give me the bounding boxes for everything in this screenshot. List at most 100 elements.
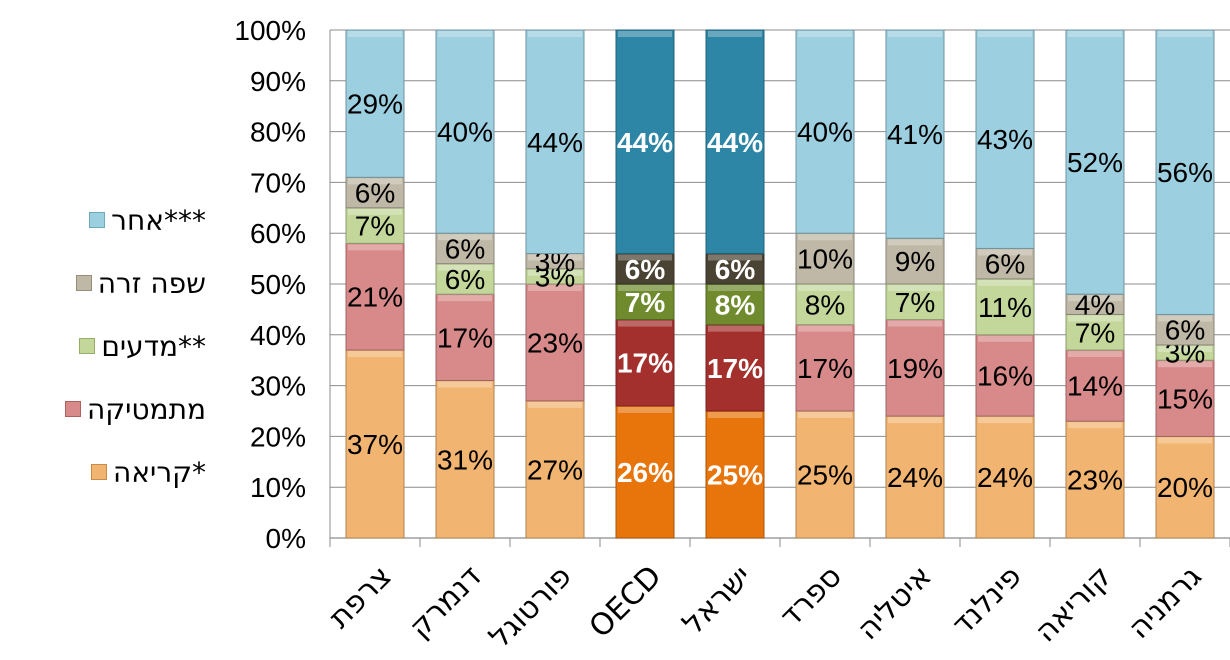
bar-segment [975, 334, 1035, 417]
bar-segment-bevel [348, 351, 402, 358]
bar-segment [705, 324, 765, 412]
bar-segment [345, 29, 405, 178]
data-label: 41% [887, 119, 943, 150]
bar-segment-bevel [348, 178, 402, 185]
bar-segment-bevel [978, 335, 1032, 342]
bar-segment [795, 410, 855, 539]
data-label: 23% [1067, 465, 1123, 496]
bar-segment-bevel [978, 417, 1032, 424]
bar-segment-bevel [618, 320, 672, 327]
data-label: 6% [445, 233, 485, 264]
bar-segment-bevel [1068, 351, 1122, 358]
data-label: 6% [715, 254, 756, 285]
bar-segment [615, 319, 675, 407]
bar-segment-bevel [348, 208, 402, 215]
bar-segment-bevel [528, 269, 582, 276]
bar-segment-bevel [1158, 315, 1212, 322]
y-tick-label: 50% [250, 269, 306, 300]
x-tick-label: OECD [583, 559, 669, 645]
data-label: 19% [887, 353, 943, 384]
bar-segment-bevel [978, 31, 1032, 37]
bar-segment-bevel [708, 285, 762, 291]
bar-segment-bevel [438, 31, 492, 37]
data-label: 52% [1067, 147, 1123, 178]
bar-segment-bevel [438, 381, 492, 388]
bar-segment-bevel [798, 234, 852, 241]
bar-segment [975, 415, 1035, 539]
data-label: 40% [437, 117, 493, 148]
bar-segment-bevel [888, 31, 942, 37]
legend-item-reading: *קריאה [91, 452, 206, 492]
bar-segment [615, 29, 675, 255]
bar-segment-bevel [798, 412, 852, 418]
bar-segment [345, 242, 405, 351]
bar-segment-bevel [708, 254, 762, 261]
bar-segment-bevel [1068, 31, 1122, 37]
data-label: 17% [437, 322, 493, 353]
data-label: 26% [617, 457, 673, 488]
bar-segment [705, 283, 765, 326]
bar-segment [705, 253, 765, 285]
bar-segment [345, 349, 405, 539]
data-label: 6% [445, 264, 485, 295]
data-label: 7% [355, 211, 395, 242]
bar-segment-bevel [888, 285, 942, 291]
y-tick-label: 80% [250, 117, 306, 148]
legend-item-math: מתמטיקה [64, 389, 206, 429]
x-tick-label: ספרד [773, 559, 848, 634]
bar-segment-bevel [528, 254, 582, 261]
data-label: 16% [977, 360, 1033, 391]
y-tick-label: 60% [250, 218, 306, 249]
bar-segment-bevel [348, 244, 402, 251]
data-label: 8% [805, 289, 845, 320]
y-tick-label: 10% [250, 472, 306, 503]
data-label: 15% [1157, 383, 1213, 414]
data-label: 8% [715, 289, 756, 320]
data-label: 11% [978, 292, 1032, 323]
bar-segment [795, 283, 855, 326]
y-tick-label: 0% [266, 523, 306, 554]
bar-segment [705, 410, 765, 539]
legend-swatch-reading [91, 464, 108, 480]
bar-segment [435, 380, 495, 539]
data-label: 37% [347, 429, 403, 460]
data-label: 24% [887, 462, 943, 493]
bar-segment-bevel [888, 239, 942, 246]
legend-swatch-other [89, 212, 106, 228]
bar-segment-bevel [888, 417, 942, 424]
x-tick-label: איטליה [851, 559, 939, 647]
bar-segment [615, 253, 675, 285]
bar-segment [795, 29, 855, 234]
bar-segment-bevel [438, 295, 492, 302]
bar-segment-bevel [1068, 315, 1122, 322]
bar-segment-bevel [438, 234, 492, 241]
x-tick-label: פינלנד [945, 559, 1028, 642]
bar-segment-bevel [528, 285, 582, 291]
data-label: 17% [707, 353, 763, 384]
legend-label-foreign-language: שפה זרה [97, 266, 206, 300]
bar-segment [525, 283, 585, 402]
bar-segment [795, 232, 855, 285]
bar-segment [435, 263, 495, 295]
legend-swatch-math [64, 401, 81, 417]
legend-label-other: ***אחר [111, 203, 206, 237]
legend-label-reading: *קריאה [113, 455, 206, 489]
bar-segment-bevel [618, 31, 672, 37]
y-tick-label: 20% [250, 421, 306, 452]
x-tick-label: ישראל [676, 559, 759, 642]
data-label: 17% [797, 353, 853, 384]
data-label: 31% [437, 444, 493, 475]
bar-segment-bevel [1158, 345, 1212, 352]
bar-segment-bevel [708, 412, 762, 418]
data-label: 29% [347, 89, 403, 120]
bar-segment [345, 207, 405, 244]
bar-segment [705, 29, 765, 255]
bar-segment [885, 283, 945, 321]
x-tick-label: צרפת [322, 559, 399, 636]
data-label: 20% [1157, 472, 1213, 503]
data-label: 25% [707, 460, 763, 491]
bar-segment [975, 29, 1035, 249]
bar-segment-bevel [708, 325, 762, 332]
bar-segment [525, 400, 585, 539]
bar-segment [1155, 29, 1215, 315]
